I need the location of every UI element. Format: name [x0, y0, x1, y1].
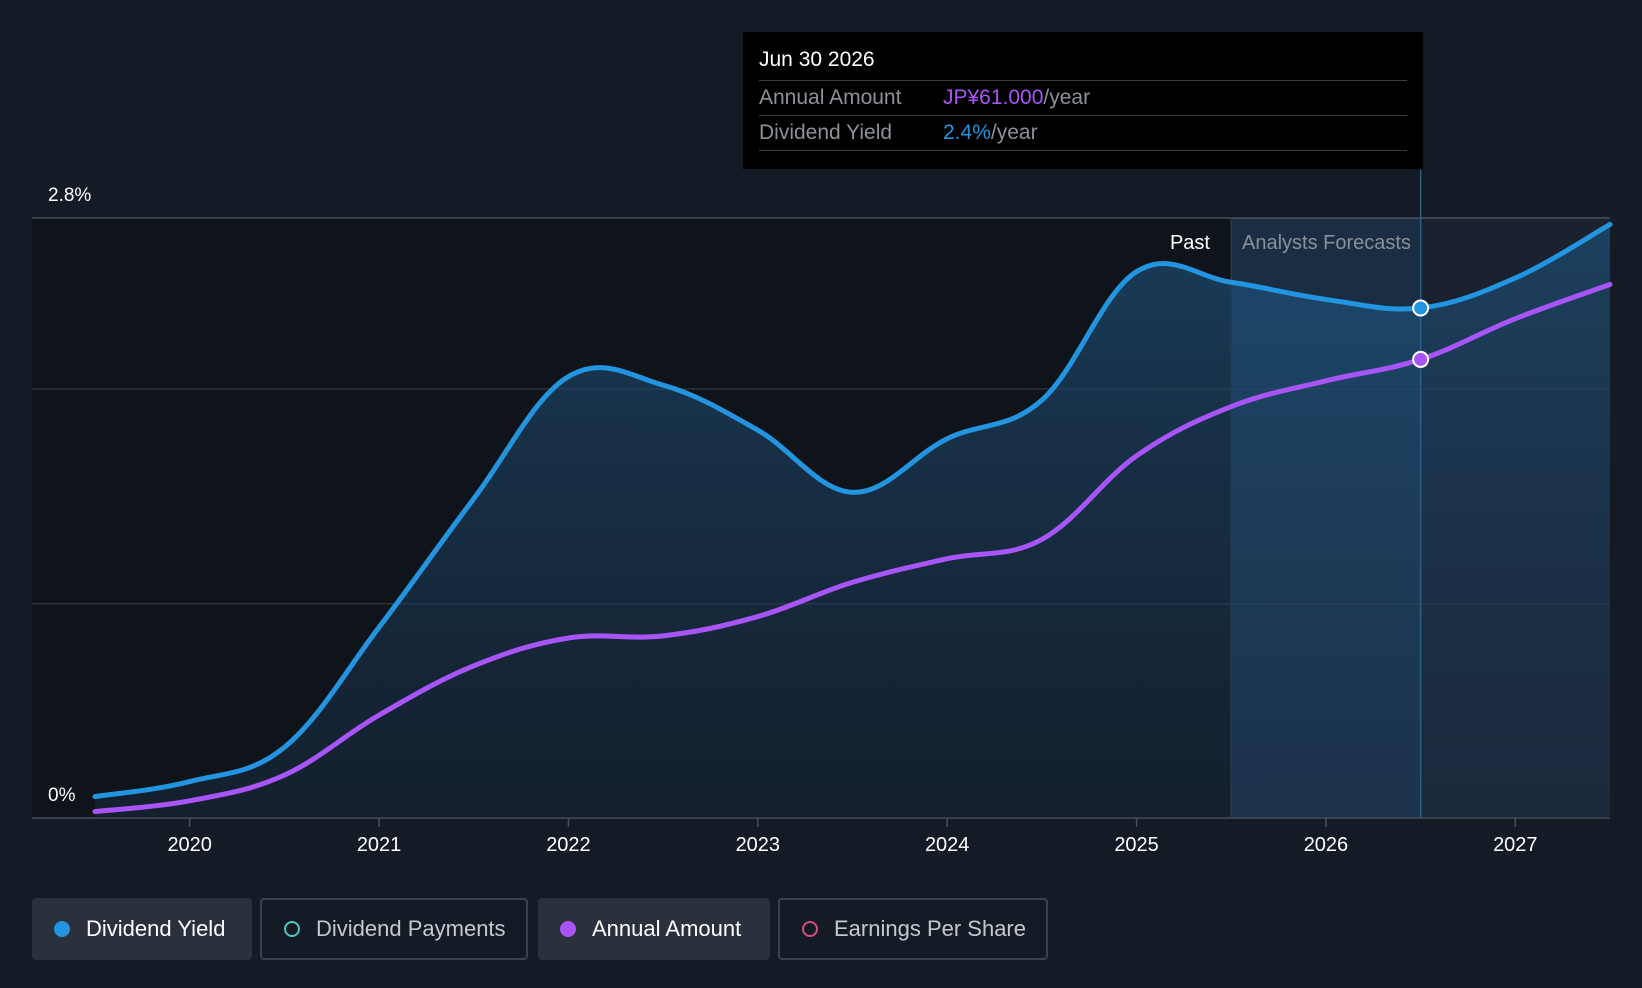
earnings-per-share-ring-icon	[802, 921, 818, 937]
x-tick-label: 2027	[1493, 834, 1538, 856]
tooltip-dividend-yield-unit: /year	[990, 121, 1038, 144]
annual-amount-dot-icon	[560, 921, 576, 937]
x-tick-label: 2021	[357, 834, 402, 856]
marker-dividend-yield[interactable]	[1412, 299, 1430, 317]
tooltip-annual-amount-label: Annual Amount	[759, 86, 902, 109]
x-tick-label: 2025	[1114, 834, 1159, 856]
tooltip-dividend-yield-value: 2.4%	[943, 121, 991, 144]
annual-amount-line	[92, 281, 1613, 815]
y-tick-top: 2.8%	[48, 185, 91, 206]
tooltip-annual-amount-unit: /year	[1043, 86, 1091, 109]
tooltip-dividend-yield-label: Dividend Yield	[759, 121, 893, 144]
dividend-payments-ring-icon	[284, 921, 300, 937]
y-tick-bottom: 0%	[48, 785, 76, 806]
legend-dividend-payments[interactable]: Dividend Payments	[260, 898, 528, 960]
legend-dividend-yield[interactable]: Dividend Yield	[32, 898, 252, 960]
dividend-yield-dot-icon	[54, 921, 70, 937]
highlight-band	[1231, 218, 1421, 818]
tooltip-dividend-yield-row: Dividend Yield 2.4% /year	[759, 116, 1407, 151]
legend-earnings-per-share[interactable]: Earnings Per Share	[778, 898, 1048, 960]
tooltip: Jun 30 2026 Annual Amount JP¥61.000 /yea…	[743, 32, 1423, 169]
x-tick-label: 2020	[167, 834, 212, 856]
tooltip-annual-amount-row: Annual Amount JP¥61.000 /year	[759, 81, 1407, 116]
x-tick-label: 2024	[925, 834, 970, 856]
marker-annual-amount[interactable]	[1412, 350, 1430, 368]
tooltip-annual-amount-value: JP¥61.000	[943, 86, 1044, 109]
dividend-yield-line	[92, 221, 1613, 800]
legend-dividend-payments-label: Dividend Payments	[316, 916, 506, 941]
legend-annual-amount-label: Annual Amount	[592, 916, 742, 941]
x-tick-label: 2023	[736, 834, 781, 856]
legend-annual-amount[interactable]: Annual Amount	[538, 898, 770, 960]
legend-dividend-yield-label: Dividend Yield	[86, 916, 226, 941]
x-tick-label: 2026	[1304, 834, 1349, 856]
tooltip-date: Jun 30 2026	[759, 46, 1407, 81]
legend-earnings-per-share-label: Earnings Per Share	[834, 916, 1026, 941]
forecast-label: Analysts Forecasts	[1242, 232, 1411, 254]
past-label: Past	[1170, 232, 1210, 254]
x-tick-label: 2022	[546, 834, 591, 856]
